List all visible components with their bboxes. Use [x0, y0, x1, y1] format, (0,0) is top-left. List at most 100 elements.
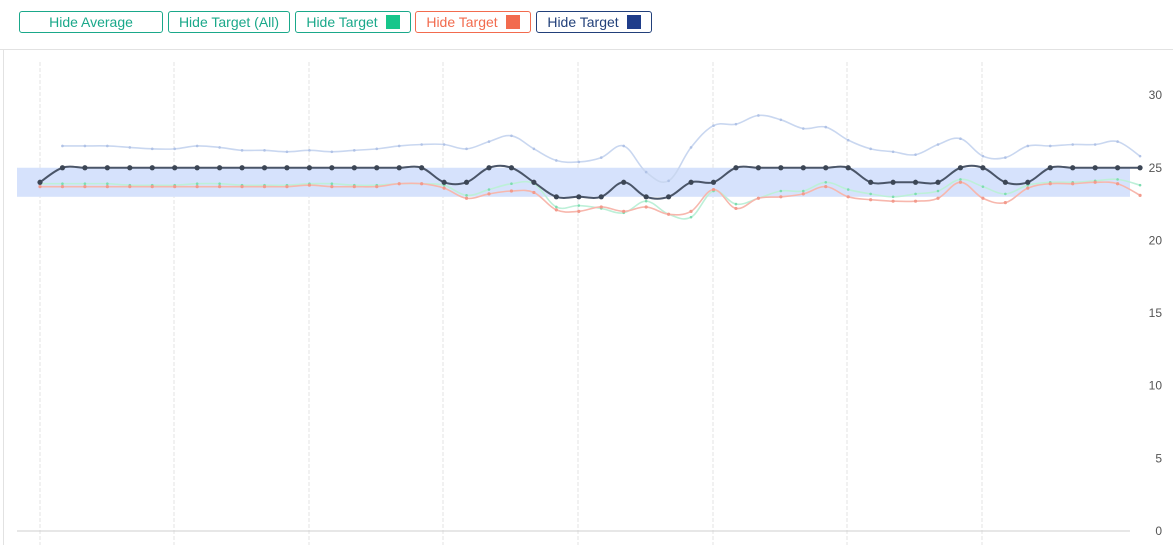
data-point-average-25: [599, 156, 603, 159]
data-point-red-22: [532, 190, 536, 195]
data-point-green-37: [869, 192, 872, 196]
data-point-average-16: [397, 144, 401, 148]
data-point-average-37: [869, 147, 872, 151]
y-tick-label-30: 30: [1149, 88, 1163, 102]
data-point-navy-21: [508, 165, 515, 171]
data-point-red-38: [891, 199, 895, 203]
data-point-red-14: [352, 185, 356, 189]
data-point-green-7: [195, 182, 199, 186]
data-point-average-31: [734, 122, 738, 126]
data-point-navy-27: [643, 194, 649, 200]
data-point-red-44: [1026, 186, 1030, 190]
data-point-red-30: [711, 187, 716, 192]
data-point-green-27: [644, 199, 648, 203]
data-point-navy-11: [284, 165, 290, 171]
data-point-average-38: [891, 150, 895, 154]
data-point-average-48: [1116, 140, 1119, 143]
data-point-navy-1: [59, 165, 66, 171]
data-point-red-34: [801, 192, 805, 196]
data-point-navy-46: [1070, 165, 1076, 171]
hide-target-all-button[interactable]: Hide Target (All): [168, 11, 290, 33]
data-point-red-47: [1093, 180, 1097, 184]
data-point-navy-5: [149, 165, 155, 171]
data-point-navy-7: [194, 165, 200, 171]
data-point-navy-36: [845, 165, 851, 171]
data-point-green-21: [510, 182, 513, 186]
data-point-navy-9: [239, 165, 245, 171]
data-point-average-34: [802, 127, 805, 130]
data-point-average-33: [779, 118, 783, 122]
data-point-average-46: [1071, 143, 1074, 146]
data-point-navy-0: [37, 179, 43, 185]
data-point-navy-42: [980, 165, 986, 171]
data-point-green-33: [779, 189, 783, 193]
data-point-average-42: [981, 154, 985, 158]
hide-average-button[interactable]: Hide Average: [19, 11, 163, 33]
navy-swatch-icon: [626, 15, 641, 29]
data-point-red-19: [464, 196, 469, 200]
data-point-navy-31: [733, 165, 739, 171]
green-swatch-icon: [385, 15, 400, 29]
data-point-red-21: [509, 189, 514, 193]
data-point-navy-33: [778, 165, 784, 171]
data-point-average-9: [240, 149, 244, 152]
data-point-red-26: [622, 209, 626, 213]
data-point-navy-37: [868, 179, 874, 185]
data-point-green-31: [734, 202, 738, 206]
data-point-red-27: [644, 205, 648, 209]
data-point-average-4: [128, 146, 132, 149]
data-point-average-15: [375, 147, 379, 151]
data-point-average-43: [1004, 156, 1007, 159]
data-point-average-12: [308, 149, 311, 152]
data-point-average-8: [218, 146, 221, 149]
data-point-green-2: [83, 182, 87, 186]
y-tick-label-0: 0: [1155, 524, 1162, 538]
target-band: [17, 167, 1130, 197]
y-tick-label-20: 20: [1149, 233, 1163, 247]
data-point-average-47: [1093, 143, 1097, 146]
data-point-green-29: [689, 215, 693, 219]
data-point-average-20: [487, 140, 491, 143]
data-point-average-7: [195, 144, 199, 148]
data-point-average-27: [644, 170, 648, 174]
data-point-red-36: [846, 195, 850, 199]
data-point-green-1: [61, 182, 64, 186]
data-point-average-23: [555, 159, 558, 162]
data-point-average-17: [420, 143, 423, 146]
data-point-red-17: [420, 182, 424, 186]
data-point-red-42: [981, 196, 985, 200]
data-point-navy-24: [576, 194, 582, 200]
data-point-average-30: [712, 124, 715, 127]
data-point-navy-20: [486, 165, 492, 171]
data-point-green-42: [981, 185, 985, 188]
data-point-navy-35: [823, 165, 829, 171]
hide-target-navy-button[interactable]: Hide Target: [536, 11, 652, 33]
y-tick-label-10: 10: [1149, 379, 1163, 393]
data-point-navy-43: [1002, 179, 1008, 185]
data-point-red-46: [1071, 182, 1075, 186]
data-point-average-18: [442, 143, 446, 146]
data-point-red-7: [195, 185, 199, 189]
data-point-navy-28: [666, 194, 672, 200]
data-point-navy-34: [800, 165, 806, 171]
hide-target-red-button[interactable]: Hide Target: [415, 11, 531, 33]
data-point-navy-48: [1115, 165, 1121, 171]
series-line-red: [39, 181, 1141, 216]
data-point-red-12: [307, 183, 311, 187]
data-point-red-45: [1048, 182, 1052, 186]
data-point-red-23: [554, 208, 558, 212]
data-point-red-32: [756, 196, 761, 200]
data-point-red-43: [1003, 201, 1007, 205]
data-point-navy-16: [396, 165, 402, 171]
data-point-average-41: [959, 137, 962, 140]
data-point-average-26: [622, 144, 625, 148]
data-point-navy-17: [419, 165, 425, 171]
data-point-navy-23: [553, 194, 559, 200]
data-point-green-35: [824, 180, 828, 184]
data-point-green-20: [487, 188, 491, 191]
data-point-navy-22: [531, 179, 537, 185]
data-point-green-36: [846, 188, 850, 191]
data-point-red-15: [375, 185, 379, 189]
hide-target-green-button[interactable]: Hide Target: [295, 11, 411, 33]
data-point-navy-29: [688, 179, 694, 185]
